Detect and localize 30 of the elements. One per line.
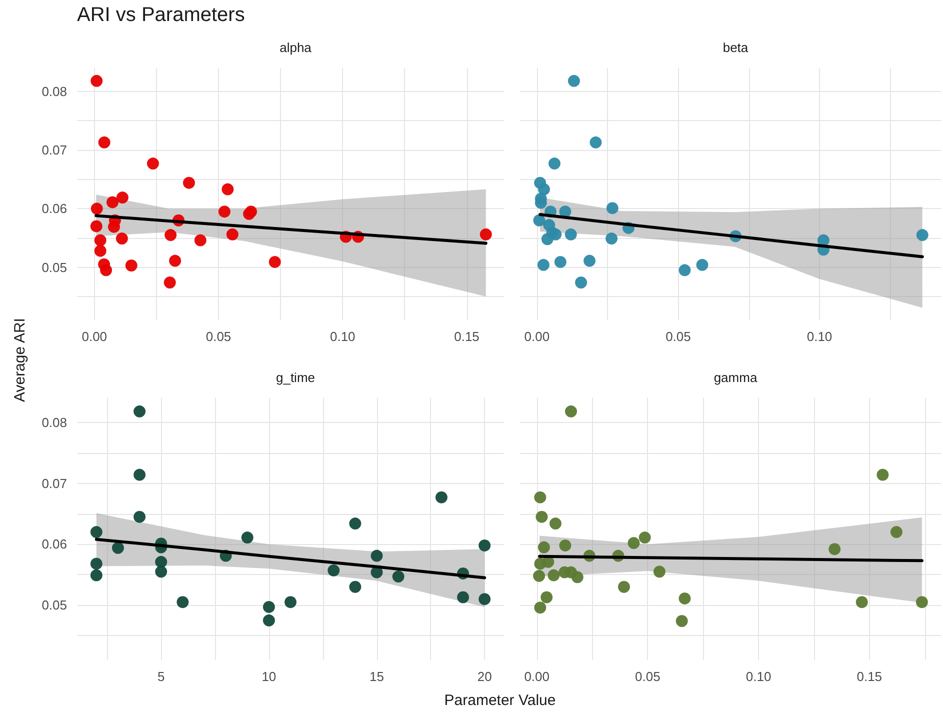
x-tick-label: 15 [370,669,384,684]
x-tick-label: 0.00 [524,669,550,684]
chart-title: alpha [280,40,312,55]
chart-title: beta [722,40,749,55]
x-tick-label: 0.10 [746,669,772,684]
chart-title: gamma [714,370,758,385]
x-tick-label: 0.05 [635,669,660,684]
y-tick-label: 0.07 [42,476,67,491]
y-tick-label: 0.08 [42,84,67,99]
y-tick-label: 0.07 [42,142,67,158]
x-tick-label: 5 [157,669,165,684]
chart-title: g_time [276,370,316,385]
x-tick-label: 0.05 [206,329,232,344]
y-tick-label: 0.08 [42,414,67,430]
text: ARI vs Parameters [77,4,245,27]
x-tick-label: 20 [477,669,492,684]
x-tick-label: 0.05 [666,329,691,344]
x-tick-label: 0.10 [330,329,356,344]
x-tick-label: 10 [262,669,276,684]
y-tick-label: 0.05 [42,598,67,613]
y-tick-label: 0.06 [42,201,67,216]
x-axis-title: Parameter Value [444,692,556,709]
y-axis-title: Average ARI [12,318,28,402]
y-tick-label: 0.05 [42,260,67,275]
x-tick-label: 0.00 [82,329,108,344]
x-tick-label: 0.15 [856,669,882,684]
x-tick-label: 0.10 [806,329,832,344]
x-tick-label: 0.15 [454,329,480,344]
y-tick-label: 0.06 [42,536,67,552]
x-tick-label: 0.00 [524,329,550,344]
